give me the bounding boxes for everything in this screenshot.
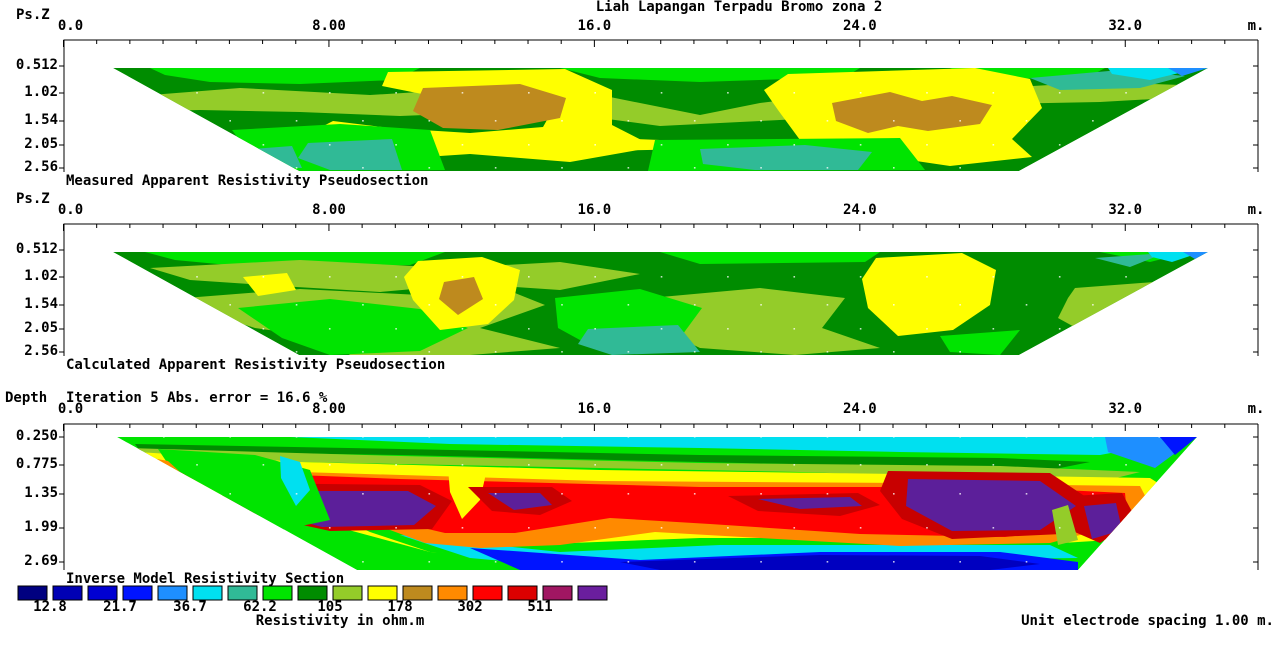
calculated-x-axis-unit: m. [1247, 202, 1265, 218]
legend-color-box [297, 585, 328, 601]
legend-color-box [192, 585, 223, 601]
measured-y-axis-title: Ps.Z [16, 7, 50, 23]
inverse_model-x-tick-label: 0.0 [57, 401, 84, 417]
calculated-depth-label: 1.54 [24, 296, 58, 312]
calculated-caption: Calculated Apparent Resistivity Pseudose… [66, 357, 446, 373]
measured-depth-label: 2.56 [24, 159, 58, 175]
legend-color-box [472, 585, 503, 601]
legend-value-label: 21.7 [103, 599, 137, 615]
legend-color-box [52, 585, 83, 601]
inverse_model-depth-label: 0.250 [15, 428, 58, 444]
legend-color-box [542, 585, 573, 601]
legend-color-box [262, 585, 293, 601]
calculated-x-tick-label: 0.0 [57, 202, 84, 218]
calculated-x-tick-label: 24.0 [842, 202, 877, 218]
calculated-depth-label: 0.512 [15, 241, 58, 257]
measured-depth-label: 1.54 [24, 112, 58, 128]
inverse_model-depth-label: 1.99 [24, 519, 58, 535]
legend-color-box [507, 585, 538, 601]
legend-color-box [157, 585, 188, 601]
chart-title: Liah Lapangan Terpadu Bromo zona 2 [595, 0, 883, 15]
legend-color-box [87, 585, 118, 601]
calculated-x-tick-label: 32.0 [1108, 202, 1143, 218]
inverse_model-x-tick-label: 24.0 [842, 401, 877, 417]
calculated-depth-label: 2.56 [24, 343, 58, 359]
legend-value-label: 178 [387, 599, 413, 615]
legend-value-label: 12.8 [33, 599, 67, 615]
inverse_model-x-tick-label: 32.0 [1108, 401, 1143, 417]
measured-depth-label: 0.512 [15, 57, 58, 73]
legend-value-label: 511 [527, 599, 553, 615]
resistivity-color-legend [17, 585, 608, 601]
legend-value-label: 105 [317, 599, 343, 615]
inverse_model-panel [59, 423, 1259, 570]
iteration-error-note: Iteration 5 Abs. error = 16.6 % [66, 390, 328, 406]
measured-x-tick-label: 16.0 [577, 18, 612, 34]
legend-value-label: 36.7 [173, 599, 207, 615]
measured-depth-label: 2.05 [24, 136, 58, 152]
legend-color-box [402, 585, 433, 601]
legend-value-label: 62.2 [243, 599, 277, 615]
inverse_model-depth-label: 1.35 [24, 485, 58, 501]
measured-panel [59, 39, 1259, 172]
measured-x-axis-unit: m. [1247, 18, 1265, 34]
inverse-model-caption: Inverse Model Resistivity Section [66, 571, 345, 587]
inverse_model-x-tick-label: 8.00 [312, 401, 346, 417]
calculated-x-tick-label: 16.0 [577, 202, 612, 218]
legend-color-box [122, 585, 153, 601]
inverse_model-depth-label: 0.775 [15, 456, 58, 472]
legend-color-box [577, 585, 608, 601]
calculated-depth-label: 1.02 [24, 268, 58, 284]
legend-value-label: 302 [457, 599, 483, 615]
legend-color-box [367, 585, 398, 601]
inverse_model-x-tick-label: 16.0 [577, 401, 612, 417]
measured-x-tick-label: 8.00 [312, 18, 346, 34]
calculated-section-plot [113, 252, 1208, 355]
measured-section-plot [113, 68, 1208, 171]
inverse_model-x-axis-unit: m. [1247, 401, 1265, 417]
measured-x-tick-label: 24.0 [842, 18, 877, 34]
legend-color-box [332, 585, 363, 601]
measured-depth-label: 1.02 [24, 84, 58, 100]
measured-caption: Measured Apparent Resistivity Pseudosect… [66, 173, 429, 189]
legend-color-box [227, 585, 258, 601]
legend-color-box [17, 585, 48, 601]
measured-x-tick-label: 0.0 [57, 18, 84, 34]
legend-caption: Resistivity in ohm.m [255, 613, 425, 629]
measured-x-tick-label: 32.0 [1108, 18, 1143, 34]
calculated-panel [59, 223, 1259, 356]
calculated-y-axis-title: Ps.Z [16, 191, 50, 207]
inverse_model-section-plot [117, 437, 1197, 570]
electrode-spacing-note: Unit electrode spacing 1.00 m. [1021, 613, 1274, 629]
inverse_model-depth-label: 2.69 [24, 553, 58, 569]
calculated-depth-label: 2.05 [24, 320, 58, 336]
calculated-x-tick-label: 8.00 [312, 202, 346, 218]
legend-color-box [437, 585, 468, 601]
depth-axis-title: Depth [5, 390, 48, 406]
